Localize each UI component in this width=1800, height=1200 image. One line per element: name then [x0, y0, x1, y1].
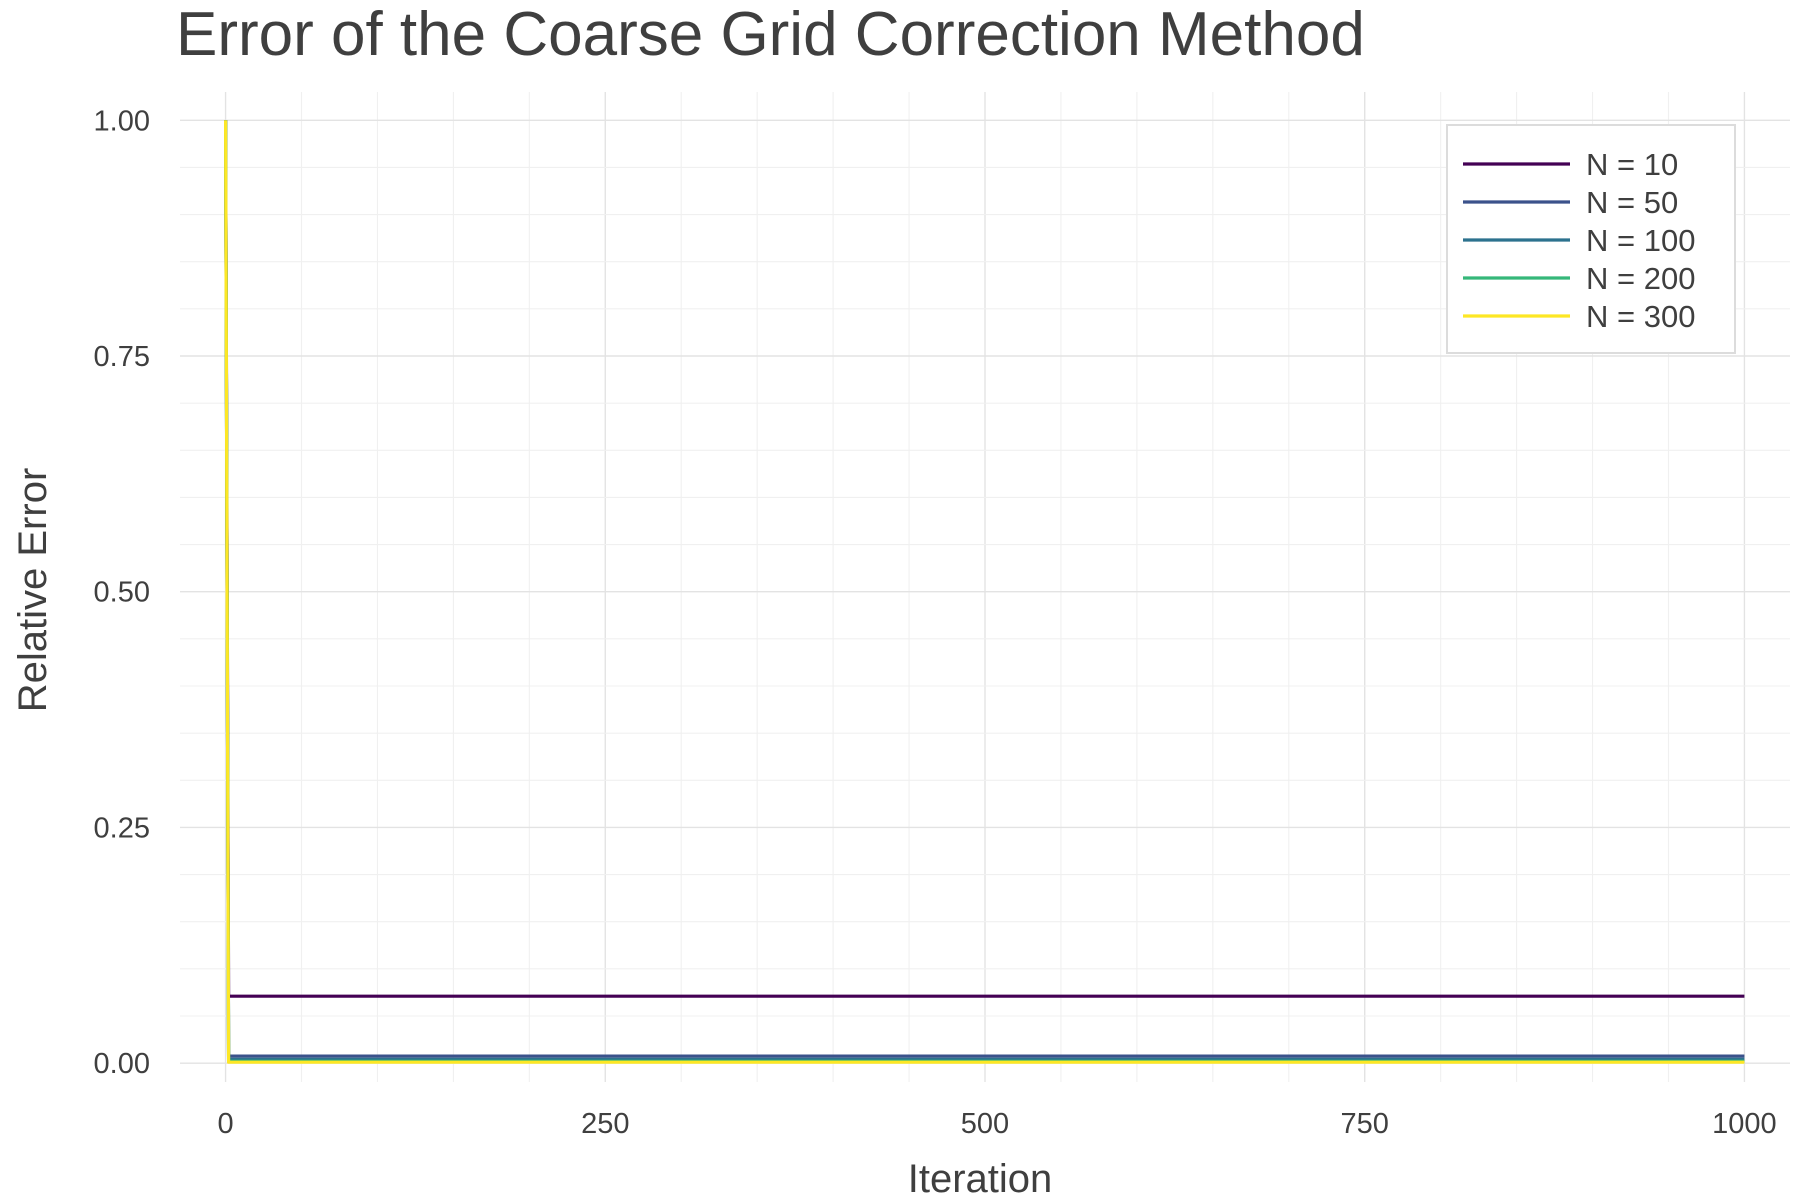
y-tick-label: 0.50: [94, 577, 150, 609]
x-tick-label: 0: [217, 1108, 233, 1140]
legend-label: N = 300: [1586, 299, 1695, 334]
x-tick-label: 250: [581, 1108, 629, 1140]
y-axis-title: Relative Error: [11, 468, 55, 713]
series-layer: [224, 120, 1745, 1064]
series-line-n-300: [224, 120, 1745, 1064]
legend-label: N = 50: [1586, 185, 1678, 220]
x-axis-ticks: 0 250 500 750 1000: [217, 1108, 1776, 1140]
x-tick-label: 500: [961, 1108, 1009, 1140]
y-tick-label: 0.25: [94, 812, 150, 844]
legend-label: N = 10: [1586, 147, 1678, 182]
y-tick-label: 0.75: [94, 341, 150, 373]
y-tick-label: 1.00: [94, 105, 150, 137]
legend-label: N = 200: [1586, 261, 1695, 296]
y-tick-label: 0.00: [94, 1048, 150, 1080]
x-tick-label: 1000: [1712, 1108, 1777, 1140]
legend-label: N = 100: [1586, 223, 1695, 258]
chart-title: Error of the Coarse Grid Correction Meth…: [176, 0, 1365, 69]
x-axis-title: Iteration: [908, 1157, 1053, 1200]
y-axis-ticks: 0.00 0.25 0.50 0.75 1.00: [94, 105, 150, 1080]
x-tick-label: 750: [1341, 1108, 1389, 1140]
